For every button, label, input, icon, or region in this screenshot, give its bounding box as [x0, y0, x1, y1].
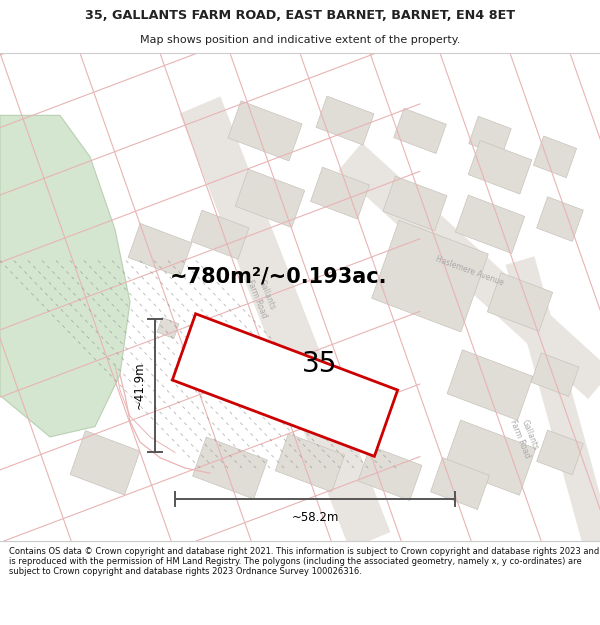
- Polygon shape: [172, 314, 398, 456]
- Text: Haslemere Avenue: Haslemere Avenue: [435, 254, 505, 288]
- Polygon shape: [536, 197, 583, 241]
- Polygon shape: [275, 434, 344, 492]
- Polygon shape: [316, 96, 374, 145]
- Polygon shape: [394, 108, 446, 154]
- Polygon shape: [70, 431, 140, 495]
- Polygon shape: [179, 96, 391, 549]
- Text: ~780m²/~0.193ac.: ~780m²/~0.193ac.: [170, 266, 388, 286]
- Polygon shape: [128, 223, 192, 277]
- Polygon shape: [311, 168, 370, 219]
- Polygon shape: [0, 116, 130, 437]
- Polygon shape: [191, 210, 249, 259]
- Polygon shape: [431, 458, 490, 509]
- Polygon shape: [506, 256, 600, 555]
- Polygon shape: [0, 116, 130, 437]
- Text: Gallants
Farm Road: Gallants Farm Road: [245, 274, 278, 319]
- Polygon shape: [358, 446, 422, 501]
- Text: 35: 35: [302, 350, 338, 378]
- Polygon shape: [487, 272, 553, 331]
- Polygon shape: [338, 143, 600, 399]
- Polygon shape: [371, 220, 488, 332]
- Polygon shape: [383, 176, 447, 231]
- Text: ~41.9m: ~41.9m: [133, 362, 146, 409]
- Polygon shape: [455, 195, 524, 253]
- Text: 35, GALLANTS FARM ROAD, EAST BARNET, BARNET, EN4 8ET: 35, GALLANTS FARM ROAD, EAST BARNET, BAR…: [85, 9, 515, 22]
- Text: Contains OS data © Crown copyright and database right 2021. This information is : Contains OS data © Crown copyright and d…: [9, 546, 599, 576]
- Polygon shape: [193, 437, 268, 499]
- Polygon shape: [447, 350, 533, 420]
- Polygon shape: [536, 430, 583, 475]
- Polygon shape: [235, 169, 305, 228]
- Polygon shape: [157, 318, 179, 339]
- Text: Gallants
Farm Road: Gallants Farm Road: [508, 414, 542, 459]
- Polygon shape: [533, 136, 577, 178]
- Polygon shape: [531, 353, 579, 396]
- Text: Map shows position and indicative extent of the property.: Map shows position and indicative extent…: [140, 35, 460, 45]
- Polygon shape: [444, 420, 536, 495]
- Text: ~58.2m: ~58.2m: [292, 511, 338, 524]
- Polygon shape: [468, 141, 532, 194]
- Polygon shape: [469, 116, 511, 156]
- Polygon shape: [228, 101, 302, 161]
